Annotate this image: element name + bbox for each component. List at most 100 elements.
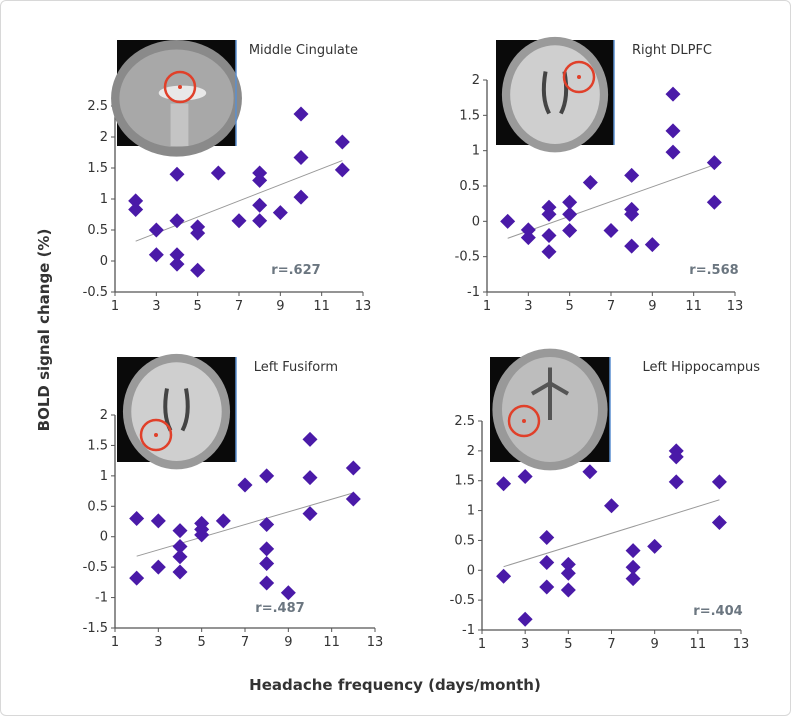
correlation-label: r=.404 <box>693 604 742 619</box>
data-point <box>150 559 166 575</box>
data-point <box>539 555 555 571</box>
data-point <box>129 570 145 586</box>
data-point <box>668 449 684 465</box>
data-point <box>562 223 578 239</box>
data-point <box>215 513 231 529</box>
y-tick-label: -1 <box>467 285 480 300</box>
y-tick-label: 2.5 <box>454 414 475 429</box>
data-point <box>169 166 185 182</box>
panel-title: Left Fusiform <box>254 360 338 375</box>
y-tick-label: -1 <box>462 623 475 638</box>
correlation-label: r=.487 <box>255 601 304 616</box>
y-tick-label: 1.5 <box>454 474 475 489</box>
data-point <box>252 172 268 188</box>
x-tick-label: 7 <box>607 637 615 652</box>
y-tick-label: -0.5 <box>83 560 108 575</box>
data-point <box>231 213 247 229</box>
data-point <box>560 565 576 581</box>
data-point <box>541 206 557 222</box>
roi-circle <box>507 404 541 438</box>
data-point <box>172 523 188 539</box>
data-point <box>539 529 555 545</box>
data-point <box>604 498 619 514</box>
y-tick-label: 2 <box>100 408 108 423</box>
y-tick-label: -1.5 <box>83 621 108 636</box>
data-point <box>334 162 350 178</box>
data-point <box>541 227 557 243</box>
x-tick-label: 13 <box>367 635 384 650</box>
x-tick-label: 11 <box>313 299 330 314</box>
y-tick-label: 1 <box>100 192 108 207</box>
y-tick-label: 1 <box>100 469 108 484</box>
trend-line <box>503 499 720 568</box>
data-point <box>259 468 275 484</box>
data-point <box>129 510 145 526</box>
x-tick-label: 3 <box>524 299 532 314</box>
roi-circle <box>163 70 197 104</box>
x-tick-label: 13 <box>727 299 744 314</box>
data-point <box>190 262 206 278</box>
data-point <box>293 106 309 122</box>
brain-scan-image <box>117 353 237 470</box>
data-point <box>668 474 684 490</box>
x-tick-label: 11 <box>323 635 340 650</box>
data-point <box>148 222 164 238</box>
data-point <box>665 144 681 160</box>
y-tick-label: 0 <box>100 254 108 269</box>
x-tick-label: 3 <box>154 635 162 650</box>
data-point <box>625 559 641 575</box>
x-tick-label: 1 <box>111 635 119 650</box>
panel-title: Left Hippocampus <box>643 360 761 375</box>
data-point <box>624 206 640 222</box>
x-tick-label: 7 <box>235 299 243 314</box>
x-tick-label: 5 <box>198 635 206 650</box>
correlation-label: r=.568 <box>689 263 738 278</box>
data-point <box>706 155 722 171</box>
x-axis-label: Headache frequency (days/month) <box>249 676 541 694</box>
data-point <box>644 237 660 253</box>
trend-line <box>135 160 343 242</box>
y-tick-label: 1 <box>467 504 475 519</box>
correlation-label: r=.627 <box>271 263 320 278</box>
data-point <box>259 555 275 571</box>
data-point <box>647 538 663 554</box>
data-point <box>665 86 681 102</box>
x-tick-label: 9 <box>276 299 284 314</box>
roi-circle <box>139 418 173 452</box>
data-point <box>237 477 253 493</box>
y-tick-label: 1 <box>472 144 480 159</box>
x-tick-label: 5 <box>564 637 572 652</box>
brain-scan-image <box>111 40 242 157</box>
data-point <box>334 134 350 150</box>
y-tick-label: 1.5 <box>87 438 108 453</box>
data-point <box>302 431 318 447</box>
data-point <box>128 193 144 209</box>
x-tick-label: 9 <box>651 637 659 652</box>
data-point <box>169 256 185 272</box>
data-point <box>148 247 164 263</box>
data-point <box>520 222 536 238</box>
data-point <box>560 556 576 572</box>
data-point <box>711 474 727 490</box>
data-point <box>665 123 681 139</box>
data-point <box>624 167 640 183</box>
data-point <box>345 491 361 507</box>
y-tick-label: 0 <box>472 214 480 229</box>
data-point <box>169 213 185 229</box>
data-point <box>302 506 318 522</box>
x-tick-label: 9 <box>648 299 656 314</box>
y-tick-label: 2 <box>100 130 108 145</box>
data-point <box>496 476 512 492</box>
data-point <box>625 543 641 559</box>
data-point <box>517 611 533 627</box>
data-point <box>562 194 578 210</box>
data-point <box>517 469 533 485</box>
data-point <box>128 202 144 218</box>
data-point <box>172 538 188 554</box>
data-point <box>706 194 722 210</box>
data-point <box>259 575 275 591</box>
x-tick-label: 9 <box>284 635 292 650</box>
y-tick-label: 0.5 <box>459 179 480 194</box>
